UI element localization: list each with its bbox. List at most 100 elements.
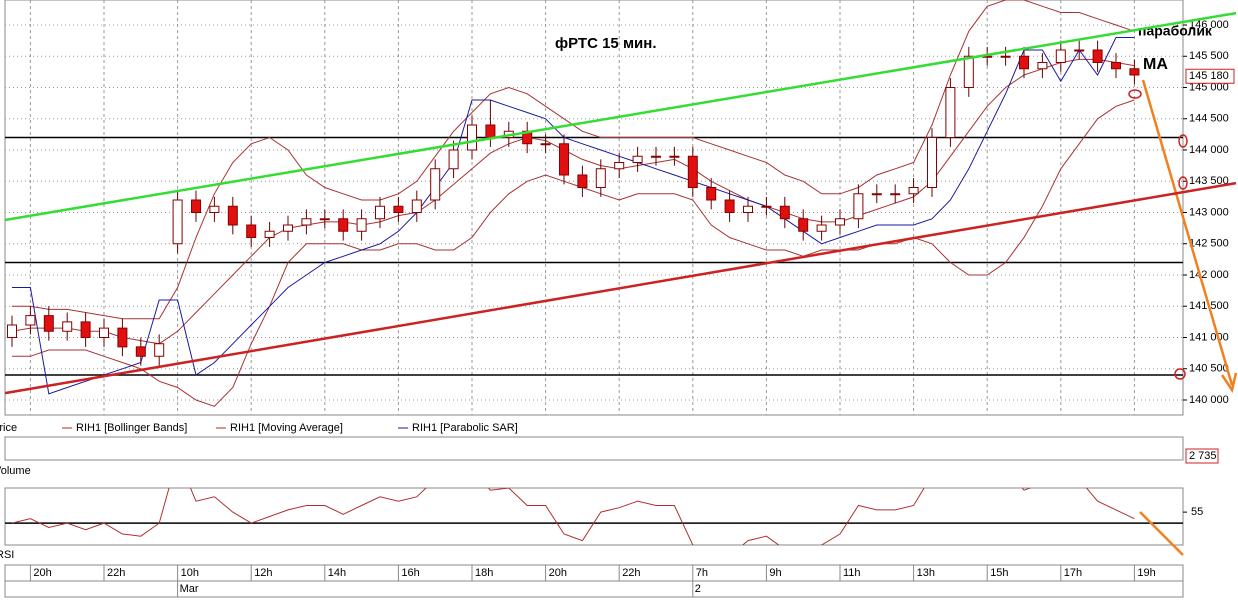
candle-body	[172, 199, 183, 245]
candle-body	[246, 224, 257, 238]
legend-label: RIH1 [Moving Average]	[230, 422, 343, 434]
candle-body	[375, 205, 385, 220]
volume-value: 2 735	[1189, 450, 1217, 462]
indicator-line	[11, 58, 1135, 345]
candle-body	[356, 218, 367, 232]
candle-body	[890, 193, 901, 196]
candle-body	[7, 324, 17, 338]
y-tick-label: 140 000	[1189, 394, 1229, 406]
last-price-box	[1185, 68, 1235, 84]
candle-body	[411, 199, 422, 213]
legend-label: RIH1 [Parabolic SAR]	[412, 422, 518, 434]
candle-body	[301, 218, 312, 226]
y-tick-label: 143 000	[1189, 206, 1229, 218]
x-tick-label: 11h	[843, 567, 861, 579]
arrows	[1139, 79, 1238, 556]
arrow	[1139, 511, 1184, 556]
candle-body	[338, 218, 349, 232]
candle-body	[1129, 68, 1140, 76]
y-tick-label: 143 500	[1189, 175, 1229, 187]
candle-body	[779, 205, 790, 220]
candle-body	[614, 162, 625, 170]
candle-body	[963, 55, 974, 88]
volume-box	[1185, 448, 1219, 464]
y-tick-label: 144 000	[1189, 144, 1229, 156]
candle-body	[80, 321, 91, 338]
volume-panel	[4, 436, 1184, 461]
candles	[7, 40, 1140, 366]
candle-body	[1074, 49, 1085, 52]
candle-body	[135, 346, 146, 357]
main-panel	[4, 0, 1184, 416]
grid	[5, 0, 1183, 415]
candle-body	[43, 315, 54, 332]
candle-body	[540, 143, 551, 146]
rsi-line	[11, 488, 1135, 545]
candle-body	[835, 218, 845, 226]
x-tick-label: 13h	[917, 567, 935, 579]
x-tick-label: 22h	[622, 567, 640, 579]
candle-body	[191, 199, 201, 213]
y-tick-label: 145 500	[1189, 50, 1229, 62]
y-tick-label: 141 000	[1189, 331, 1229, 343]
candle-body	[945, 87, 956, 138]
date-label: Mar	[180, 583, 199, 595]
candle-body	[62, 321, 73, 332]
candle-body	[1037, 62, 1048, 70]
candle-body	[1055, 49, 1066, 63]
x-tick-label: 22h	[107, 567, 125, 579]
candle-body	[724, 199, 735, 213]
candle-body	[743, 205, 753, 213]
date-label: 2	[695, 583, 701, 595]
x-tick-label: 9h	[769, 567, 781, 579]
x-tick-label: 16h	[401, 567, 419, 579]
marker	[1174, 368, 1186, 380]
candle-body	[706, 187, 717, 201]
y-tick-label: 142 000	[1189, 269, 1229, 281]
bollinger-lower	[12, 99, 1135, 407]
legend-label: Price	[0, 422, 17, 434]
trendline	[4, 181, 1237, 395]
x-tick-label: 20h	[549, 567, 567, 579]
x-tick-label: 17h	[1064, 567, 1082, 579]
rsi-panel	[4, 487, 1184, 546]
legend-label: RIH1 [Bollinger Bands]	[76, 422, 187, 434]
candle-body	[651, 155, 661, 158]
y-tick-label: 140 500	[1189, 363, 1229, 375]
candle-body	[632, 155, 643, 163]
candle-body	[117, 327, 128, 348]
candle-body	[209, 205, 220, 213]
candle-body	[485, 124, 496, 138]
candle-body	[761, 205, 772, 208]
candle-body	[669, 155, 680, 158]
rsi-lines	[5, 488, 1183, 545]
panel-label: RSI	[0, 549, 14, 561]
arrow	[1141, 79, 1238, 394]
annotation: MA	[1143, 56, 1168, 73]
x-tick-label: 18h	[475, 567, 493, 579]
candle-body	[908, 187, 919, 195]
candle-body	[595, 168, 606, 188]
candle-body	[927, 137, 937, 188]
candle-body	[816, 224, 827, 232]
candle-body	[798, 218, 809, 232]
x-tick-label: 12h	[254, 567, 272, 579]
candle-body	[319, 218, 330, 221]
panel-label: Volume	[0, 465, 31, 477]
x-tick-label: 19h	[1137, 567, 1155, 579]
markers	[1128, 89, 1188, 380]
candle-body	[853, 193, 864, 220]
y-tick-label: 146 000	[1189, 19, 1229, 31]
candle-body	[448, 149, 459, 170]
y-tick-label: 142 500	[1189, 238, 1229, 250]
x-tick-label: 14h	[328, 567, 346, 579]
candle-body	[227, 205, 238, 226]
candle-body	[1019, 55, 1029, 70]
candle-body	[393, 205, 404, 213]
candle-body	[1111, 62, 1121, 70]
marker	[1178, 176, 1188, 190]
marker	[1178, 134, 1188, 148]
x-tick-label: 7h	[696, 567, 708, 579]
y-tick-label: 144 500	[1189, 113, 1229, 125]
candle-body	[283, 224, 293, 232]
